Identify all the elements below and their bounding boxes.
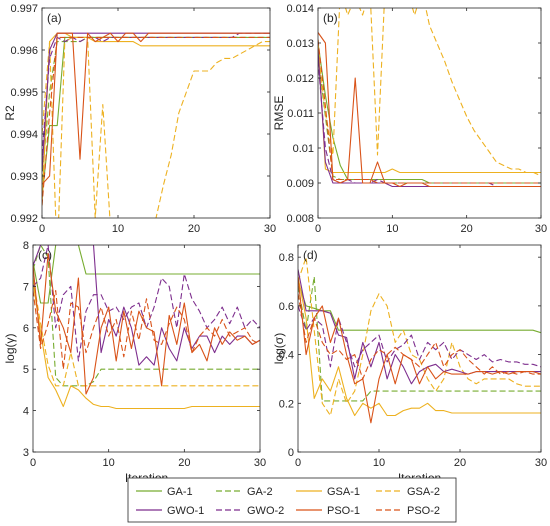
axes-box (41, 7, 271, 219)
y-axis-label: log(γ) (3, 333, 17, 363)
series-line-pso1 (318, 32, 541, 188)
legend-label: GWO-2 (247, 505, 284, 517)
x-tick-label: 20 (188, 223, 200, 235)
series-line-gwo2 (298, 305, 541, 368)
series-line-ga2 (42, 36, 270, 181)
legend-frame (127, 477, 457, 523)
series-line-gwo1 (318, 49, 541, 188)
series-line-gsa2 (33, 278, 260, 387)
y-tick-label: 0.997 (10, 3, 38, 15)
plot-area (318, 8, 541, 188)
x-tick-label: 10 (386, 223, 398, 235)
panel-label: (c) (38, 248, 52, 262)
series-line-ga2 (298, 276, 541, 402)
legend-label: PSO-1 (327, 505, 360, 517)
y-tick-label: 0.011 (287, 108, 314, 120)
series-line-gsa2 (298, 256, 541, 417)
legend-label: GA-1 (167, 486, 193, 498)
y-tick-label: 8 (23, 240, 29, 252)
x-tick-label: 10 (103, 457, 115, 469)
x-tick-label: 30 (535, 457, 547, 469)
plot-area (42, 32, 270, 218)
x-tick-label: 0 (295, 457, 301, 469)
panel-label: (d) (303, 248, 318, 262)
legend-label: GWO-1 (167, 505, 204, 517)
x-tick-label: 20 (454, 457, 466, 469)
y-tick-label: 0.2 (279, 398, 294, 410)
y-tick-label: 0.01 (293, 143, 314, 155)
y-axis-label: log(σ) (272, 333, 286, 364)
y-tick-label: 0.6 (279, 301, 294, 313)
x-tick-label: 10 (373, 457, 385, 469)
y-tick-label: 0.009 (286, 178, 314, 190)
series-line-ga1 (42, 36, 270, 198)
y-tick-label: 0.993 (10, 171, 38, 183)
x-tick-label: 0 (30, 457, 36, 469)
y-tick-label: 0.994 (10, 129, 38, 141)
series-line-gsa2 (318, 8, 541, 177)
panel-a: 0 10 20 30 0.992 0.993 0.994 0.995 0.996 0.997 (a)… (3, 3, 276, 235)
y-tick-label: 6 (23, 323, 29, 335)
plot-area (298, 256, 541, 424)
panel-b: 0 10 20 30 0.008 0.009 0.01 0.011 0.012 0.013 0.01… (272, 3, 547, 235)
y-tick-label: 3 (23, 447, 29, 459)
legend-label: GA-2 (247, 486, 273, 498)
y-tick-label: 0.992 (10, 213, 38, 225)
axes-box (297, 244, 542, 453)
series-line-ga2 (318, 56, 541, 184)
panel-label: (b) (323, 11, 338, 25)
legend-label: PSO-2 (407, 505, 440, 517)
y-tick-label: 0.014 (286, 3, 314, 15)
y-tick-label: 0.995 (10, 87, 38, 99)
series-line-ga1 (33, 245, 260, 304)
series-line-pso2 (33, 289, 260, 370)
series-line-gsa1 (42, 32, 270, 206)
x-tick-label: 0 (39, 223, 45, 235)
x-tick-label: 10 (112, 223, 124, 235)
x-tick-label: 20 (461, 223, 473, 235)
plot-area (33, 245, 260, 410)
series-line-gsa1 (318, 39, 541, 174)
y-tick-label: 0 (288, 447, 294, 459)
series-line-gsa1 (298, 276, 541, 417)
x-tick-label: 30 (254, 457, 266, 469)
series-line-ga2 (33, 245, 260, 387)
panel-label: (a) (47, 11, 62, 25)
y-axis-label: R2 (3, 105, 17, 121)
y-tick-label: 0.4 (279, 350, 294, 362)
legend: GA-1 GA-2 GSA-1 GSA-2 GWO-1 GWO-2 PSO-1 PSO-2 (127, 477, 457, 523)
y-tick-label: 4 (23, 406, 29, 418)
y-tick-label: 7 (23, 281, 29, 293)
x-tick-label: 0 (315, 223, 321, 235)
series-line-pso1 (42, 32, 270, 185)
series-line-pso1 (33, 252, 260, 395)
x-tick-label: 30 (535, 223, 547, 235)
y-tick-label: 0.008 (286, 213, 314, 225)
axes-box (32, 244, 261, 453)
y-tick-label: 0.013 (286, 38, 314, 50)
series-line-pso2 (298, 293, 541, 380)
series-line-gwo1 (33, 245, 260, 366)
x-tick-label: 30 (264, 223, 276, 235)
series-line-pso2 (318, 39, 541, 184)
y-tick-label: 5 (23, 364, 29, 376)
series-line-pso2 (42, 36, 270, 206)
series-line-gwo2 (33, 245, 260, 362)
series-line-ga1 (298, 281, 541, 334)
series-line-ga1 (318, 42, 541, 184)
x-tick-label: 20 (178, 457, 190, 469)
series-line-gsa1 (33, 282, 260, 410)
y-tick-label: 0.996 (10, 45, 38, 57)
legend-label: GSA-1 (327, 486, 360, 498)
series-line-pso1 (298, 276, 541, 424)
y-tick-label: 0.012 (286, 73, 314, 85)
y-tick-label: 0.8 (279, 252, 294, 264)
legend-label: GSA-2 (407, 486, 440, 498)
y-axis-label: RMSE (272, 96, 286, 131)
